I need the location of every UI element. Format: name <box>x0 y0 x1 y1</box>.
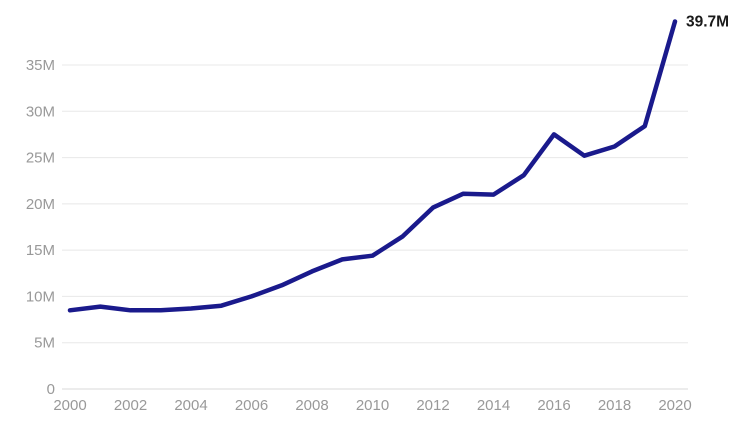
x-axis-tick-label: 2006 <box>235 397 268 414</box>
x-axis-tick-label: 2014 <box>477 397 510 414</box>
y-axis-tick-label: 20M <box>26 196 55 213</box>
y-axis-tick-label: 15M <box>26 242 55 259</box>
y-axis-tick-label: 30M <box>26 103 55 120</box>
data-line <box>67 19 678 313</box>
x-axis-tick-label: 2002 <box>114 397 147 414</box>
y-axis-tick-label: 0 <box>47 381 55 398</box>
x-axis-tick-label: 2020 <box>658 397 691 414</box>
y-axis-tick-label: 10M <box>26 288 55 305</box>
x-axis-tick-label: 2016 <box>537 397 570 414</box>
y-axis-tick-label: 25M <box>26 150 55 167</box>
y-axis-tick-label: 5M <box>34 335 55 352</box>
x-axis-tick-label: 2012 <box>416 397 449 414</box>
x-axis-tick-label: 2004 <box>174 397 207 414</box>
x-axis-tick-label: 2010 <box>356 397 389 414</box>
y-axis-tick-label: 35M <box>26 57 55 74</box>
x-axis-tick-label: 2008 <box>295 397 328 414</box>
end-value-label: 39.7M <box>686 13 729 30</box>
x-axis-tick-label: 2018 <box>598 397 631 414</box>
x-axis-tick-label: 2000 <box>53 397 86 414</box>
